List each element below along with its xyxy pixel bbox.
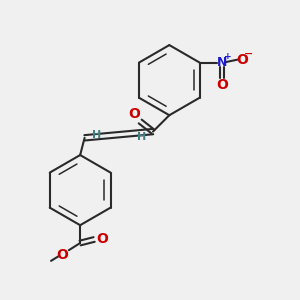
Text: −: − <box>244 49 254 59</box>
Text: O: O <box>216 78 228 92</box>
Text: H: H <box>92 130 102 140</box>
Text: O: O <box>236 52 248 67</box>
Text: H: H <box>137 132 146 142</box>
Text: O: O <box>96 232 108 247</box>
Text: +: + <box>224 52 231 61</box>
Text: O: O <box>56 248 68 262</box>
Text: O: O <box>129 107 140 121</box>
Text: N: N <box>217 56 227 69</box>
